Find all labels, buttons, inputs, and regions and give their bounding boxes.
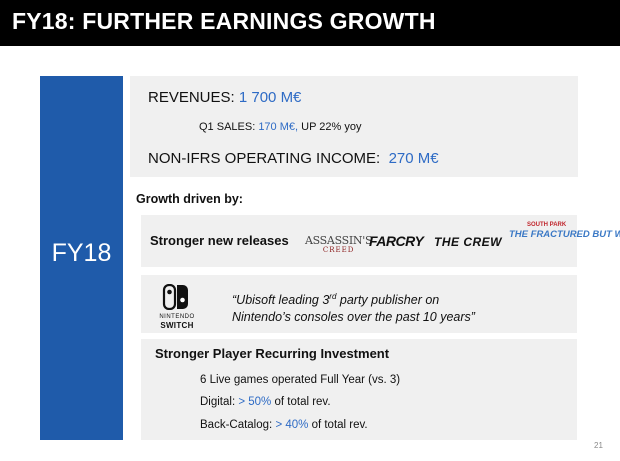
q1-sales-line: Q1 SALES: 170 M€, UP 22% yoy [199,121,361,133]
assassins-creed-text: ASSASSIN'S [305,234,373,247]
releases-label: Stronger new releases [150,233,289,248]
nintendo-switch-wordmark: NINTENDO SWITCH [155,314,199,330]
revenues-value: 1 700 M€ [238,89,302,106]
fiscal-year-panel: FY18 [40,76,123,440]
backcatalog-line: Back-Catalog: > 40% of total rev. [200,419,368,431]
quote-part2: party publisher on [336,293,440,308]
q1-value: 170 M€, [258,121,299,133]
nintendo-switch-icon [162,284,188,310]
nintendo-wordmark-line2: SWITCH [160,321,194,330]
operating-income-line: NON-IFRS OPERATING INCOME: 270 M€ [148,150,439,167]
digital-suffix: of total rev. [271,396,331,408]
quote-line2: Nintendo’s consoles over the past 10 yea… [232,310,475,325]
page-number: 21 [594,441,603,450]
revenues-label: REVENUES: [148,89,239,106]
quote-part1: “Ubisoft leading 3 [232,293,330,308]
fiscal-year-label: FY18 [51,239,112,267]
nintendo-quote: “Ubisoft leading 3rd party publisher on … [232,288,475,326]
operating-income-value: 270 M€ [388,150,439,167]
quote-superscript: rd [329,292,337,301]
q1-label: Q1 SALES: [199,121,259,133]
digital-value: > 50% [238,396,272,408]
releases-box [141,215,577,267]
assassins-creed-logo: ASSASSIN'S CREED [305,234,372,254]
the-crew-logo: THE CREW [434,235,502,249]
backcatalog-value: > 40% [275,419,309,431]
results-box [130,76,578,177]
backcatalog-suffix: of total rev. [308,419,368,431]
south-park-top-text: SOUTH PARK [527,222,567,228]
south-park-main-text: THE FRACTURED BUT WHOLE [509,229,620,240]
title-bar: FY18: FURTHER EARNINGS GROWTH [0,0,620,46]
recurring-heading: Stronger Player Recurring Investment [155,346,390,361]
live-games-line: 6 Live games operated Full Year (vs. 3) [200,374,401,386]
assassins-creed-sub: CREED [322,246,355,254]
q1-suffix: UP 22% yoy [298,121,362,133]
slide-title: FY18: FURTHER EARNINGS GROWTH [12,8,436,34]
nintendo-box [141,275,577,333]
revenues-line: REVENUES: 1 700 M€ [148,89,301,106]
operating-income-label: NON-IFRS OPERATING INCOME: [148,150,381,167]
south-park-logo: SOUTH PARK THE FRACTURED BUT WHOLE [509,222,620,258]
recurring-box [141,339,577,440]
far-cry-logo: FARCRY [369,233,424,249]
digital-line: Digital: > 50% of total rev. [200,396,331,408]
digital-label: Digital: [200,396,239,408]
backcatalog-label: Back-Catalog: [200,419,276,431]
nintendo-wordmark-line1: NINTENDO [159,314,195,320]
growth-heading: Growth driven by: [136,192,243,206]
